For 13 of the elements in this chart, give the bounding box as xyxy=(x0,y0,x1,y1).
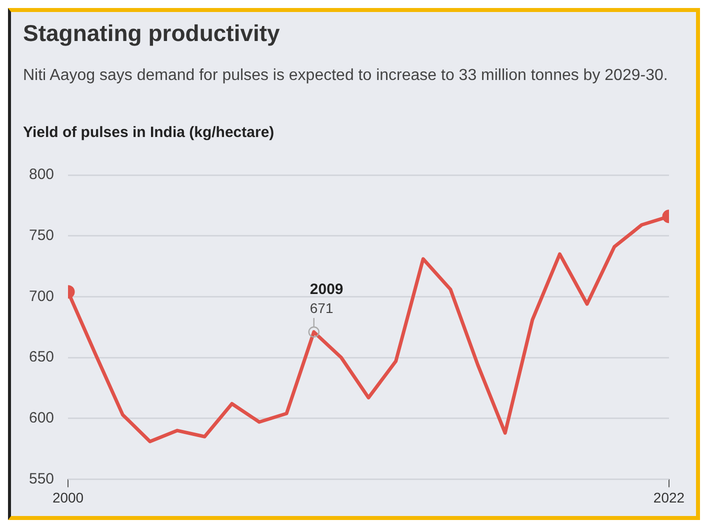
y-tick-label: 750 xyxy=(28,226,54,244)
x-tick-label: 2000 xyxy=(52,489,84,506)
y-axis-title: Yield of pulses in India (kg/hectare) xyxy=(23,124,274,141)
y-tick-label: 800 xyxy=(28,166,54,184)
data-label: 671 xyxy=(310,300,334,316)
chart-title: Stagnating productivity xyxy=(23,20,280,47)
chart-subtitle: Niti Aayog says demand for pulses is expected to increase to 33 million tonnes by 2029-30. xyxy=(23,66,669,86)
y-tick-label: 600 xyxy=(28,410,54,426)
annotation: 2009 xyxy=(310,280,344,298)
y-tick-label: 700 xyxy=(28,288,54,305)
x-tick-label: 2022 xyxy=(653,489,685,506)
y-tick-label: 650 xyxy=(28,348,54,366)
y-tick-label: 550 xyxy=(28,470,54,488)
